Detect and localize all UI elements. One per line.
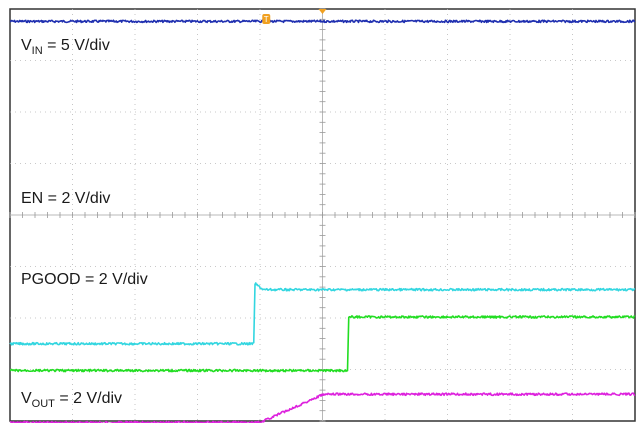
- vout-label-main: V: [21, 390, 32, 407]
- vin-label-sub: IN: [31, 45, 43, 57]
- vin-scale-label: VIN = 5 V/div: [21, 37, 110, 57]
- en-scale-label: EN = 2 V/div: [21, 190, 111, 207]
- vin-trace: [9, 19, 636, 24]
- graticule: [9, 8, 636, 422]
- pgood-scale-label: PGOOD = 2 V/div: [21, 271, 148, 288]
- pgood-trace: [9, 315, 636, 373]
- en-trace: [9, 282, 636, 346]
- trigger-marker: T: [262, 9, 327, 24]
- vout-label-rest: = 2 V/div: [54, 390, 123, 407]
- trigger-position-marker: [318, 9, 327, 14]
- trigger-point-label: T: [264, 15, 269, 24]
- vin-label-rest: = 5 V/div: [42, 37, 110, 54]
- trigger-point-marker: [262, 14, 271, 24]
- vin-label-main: V: [21, 37, 32, 54]
- vout-label-sub: OUT: [31, 398, 55, 410]
- vout-scale-label: VOUT = 2 V/div: [21, 390, 123, 410]
